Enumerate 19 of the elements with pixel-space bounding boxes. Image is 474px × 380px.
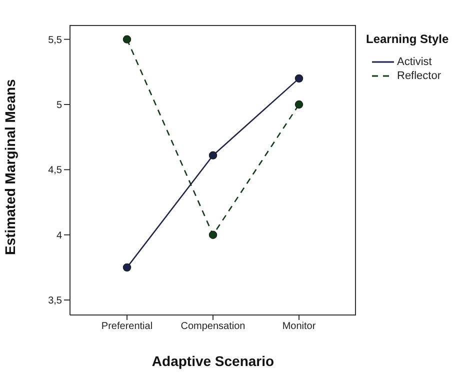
point xyxy=(294,74,304,83)
y-tick-label: 5,5 xyxy=(48,34,62,46)
x-tick-label: Preferential xyxy=(101,321,153,332)
legend-label: Reflector xyxy=(397,70,442,82)
y-axis-title: Estimated Marginal Means xyxy=(2,78,18,255)
x-axis-title: Adaptive Scenario xyxy=(152,353,274,369)
legend-title: Learning Style xyxy=(366,32,449,46)
y-tick-label: 5 xyxy=(56,100,62,112)
point xyxy=(208,230,218,239)
y-tick-label: 4 xyxy=(56,230,62,242)
x-tick-label: Compensation xyxy=(180,321,246,332)
point xyxy=(122,263,132,272)
x-tick-label: Monitor xyxy=(282,321,316,332)
point xyxy=(294,100,304,109)
point xyxy=(208,151,218,160)
point xyxy=(122,35,132,44)
y-tick-label: 4,5 xyxy=(48,165,62,176)
y-tick-label: 3,5 xyxy=(48,296,62,307)
legend-label: Activist xyxy=(397,56,432,68)
